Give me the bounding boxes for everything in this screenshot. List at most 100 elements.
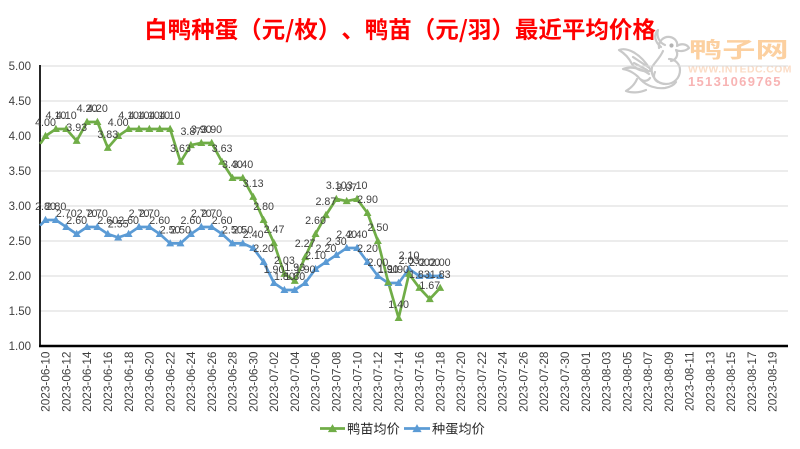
- svg-text:2.70: 2.70: [87, 208, 108, 220]
- svg-text:1.40: 1.40: [388, 299, 409, 311]
- svg-text:2023-06-24: 2023-06-24: [184, 351, 198, 412]
- svg-text:2.50: 2.50: [160, 224, 181, 236]
- svg-text:2.20: 2.20: [315, 243, 336, 255]
- svg-text:2.00: 2.00: [367, 257, 388, 269]
- svg-text:2.80: 2.80: [253, 201, 274, 213]
- svg-text:2.60: 2.60: [118, 215, 139, 227]
- svg-text:3.83: 3.83: [97, 129, 118, 141]
- svg-text:1.90: 1.90: [264, 264, 285, 276]
- svg-text:1.80: 1.80: [274, 271, 295, 283]
- svg-text:2.27: 2.27: [295, 238, 316, 250]
- svg-text:2.40: 2.40: [347, 229, 368, 241]
- svg-text:3.87: 3.87: [180, 126, 201, 138]
- svg-text:2023-06-14: 2023-06-14: [80, 351, 94, 412]
- svg-text:1.00: 1.00: [9, 341, 31, 353]
- svg-text:2023-07-24: 2023-07-24: [496, 351, 510, 412]
- svg-text:2.50: 2.50: [222, 224, 243, 236]
- svg-text:2.87: 2.87: [315, 196, 336, 208]
- svg-text:2.60: 2.60: [212, 215, 233, 227]
- svg-text:2.70: 2.70: [201, 208, 222, 220]
- svg-text:3.93: 3.93: [66, 122, 87, 134]
- svg-text:3.13: 3.13: [243, 178, 264, 190]
- svg-text:3.07: 3.07: [336, 182, 357, 194]
- svg-text:3.40: 3.40: [232, 159, 253, 171]
- svg-text:3.10: 3.10: [326, 180, 347, 192]
- svg-text:2023-07-08: 2023-07-08: [330, 351, 344, 412]
- svg-text:2.55: 2.55: [108, 219, 129, 231]
- svg-text:5.00: 5.00: [9, 61, 31, 73]
- svg-text:2023-07-30: 2023-07-30: [558, 351, 572, 412]
- svg-text:2.70: 2.70: [139, 208, 160, 220]
- svg-text:2.40: 2.40: [336, 229, 357, 241]
- svg-text:2.60: 2.60: [66, 215, 87, 227]
- svg-text:2023-08-19: 2023-08-19: [766, 352, 780, 412]
- svg-text:2.20: 2.20: [357, 243, 378, 255]
- svg-text:3.63: 3.63: [170, 143, 191, 155]
- svg-text:2.70: 2.70: [191, 208, 212, 220]
- svg-text:3.10: 3.10: [347, 180, 368, 192]
- svg-text:2023-07-14: 2023-07-14: [392, 351, 406, 412]
- svg-text:1.83: 1.83: [409, 269, 430, 281]
- svg-text:2023-08-17: 2023-08-17: [745, 352, 759, 412]
- svg-text:4.10: 4.10: [139, 110, 160, 122]
- svg-text:2023-08-13: 2023-08-13: [703, 351, 717, 412]
- svg-text:2023-08-07: 2023-08-07: [641, 352, 655, 412]
- svg-text:2.00: 2.00: [409, 257, 430, 269]
- svg-text:2023-08-05: 2023-08-05: [620, 351, 634, 412]
- svg-text:1.90: 1.90: [295, 264, 316, 276]
- svg-text:2.80: 2.80: [45, 201, 66, 213]
- svg-text:1.50: 1.50: [9, 306, 31, 318]
- svg-text:2023-07-10: 2023-07-10: [350, 351, 364, 412]
- svg-text:1.93: 1.93: [284, 262, 305, 274]
- svg-text:3.90: 3.90: [191, 124, 212, 136]
- svg-text:2.80: 2.80: [35, 201, 56, 213]
- svg-text:1.67: 1.67: [419, 280, 440, 292]
- svg-text:2023-08-01: 2023-08-01: [579, 352, 593, 412]
- svg-text:3.00: 3.00: [9, 201, 31, 213]
- svg-text:2.50: 2.50: [367, 222, 388, 234]
- svg-text:2023-06-30: 2023-06-30: [246, 351, 260, 412]
- svg-text:2023-07-26: 2023-07-26: [516, 351, 530, 412]
- svg-text:2.00: 2.00: [9, 271, 31, 283]
- svg-text:2023-07-18: 2023-07-18: [433, 351, 447, 412]
- svg-text:2.90: 2.90: [357, 194, 378, 206]
- svg-text:1.83: 1.83: [430, 269, 451, 281]
- svg-text:2.10: 2.10: [305, 250, 326, 262]
- svg-text:2023-06-10: 2023-06-10: [39, 351, 53, 412]
- svg-text:1.90: 1.90: [378, 264, 399, 276]
- svg-text:2.70: 2.70: [77, 208, 98, 220]
- svg-text:2023-07-20: 2023-07-20: [454, 351, 468, 412]
- svg-text:2.50: 2.50: [232, 224, 253, 236]
- svg-text:4.00: 4.00: [35, 117, 56, 129]
- svg-text:2023-07-28: 2023-07-28: [537, 351, 551, 412]
- svg-text:2023-08-11: 2023-08-11: [683, 352, 697, 411]
- svg-text:2023-06-26: 2023-06-26: [205, 351, 219, 412]
- svg-text:2.10: 2.10: [399, 250, 420, 262]
- svg-text:2.60: 2.60: [305, 215, 326, 227]
- svg-text:2023-06-22: 2023-06-22: [163, 352, 177, 412]
- svg-text:2.03: 2.03: [274, 255, 295, 267]
- svg-text:2023-07-22: 2023-07-22: [475, 352, 489, 412]
- svg-text:2023-06-28: 2023-06-28: [226, 351, 240, 412]
- svg-text:2023-06-20: 2023-06-20: [143, 351, 157, 412]
- svg-text:4.00: 4.00: [108, 117, 129, 129]
- svg-text:2.00: 2.00: [419, 257, 440, 269]
- svg-text:4.10: 4.10: [149, 110, 170, 122]
- svg-text:15131069765: 15131069765: [688, 74, 782, 89]
- svg-text:2023-08-03: 2023-08-03: [600, 351, 614, 412]
- svg-text:2.70: 2.70: [129, 208, 150, 220]
- svg-text:3.63: 3.63: [212, 143, 233, 155]
- svg-text:4.50: 4.50: [9, 96, 31, 108]
- svg-text:2023-06-12: 2023-06-12: [59, 352, 73, 412]
- svg-text:3.90: 3.90: [201, 124, 222, 136]
- svg-text:2.47: 2.47: [264, 224, 285, 236]
- svg-text:2023-06-16: 2023-06-16: [101, 351, 115, 412]
- svg-text:2.60: 2.60: [97, 215, 118, 227]
- svg-text:4.20: 4.20: [77, 103, 98, 115]
- svg-text:4.10: 4.10: [118, 110, 139, 122]
- svg-text:2023-07-06: 2023-07-06: [309, 351, 323, 412]
- svg-text:2023-08-15: 2023-08-15: [724, 351, 738, 412]
- svg-text:2.03: 2.03: [399, 255, 420, 267]
- svg-text:2023-06-18: 2023-06-18: [122, 351, 136, 412]
- svg-text:2.40: 2.40: [243, 229, 264, 241]
